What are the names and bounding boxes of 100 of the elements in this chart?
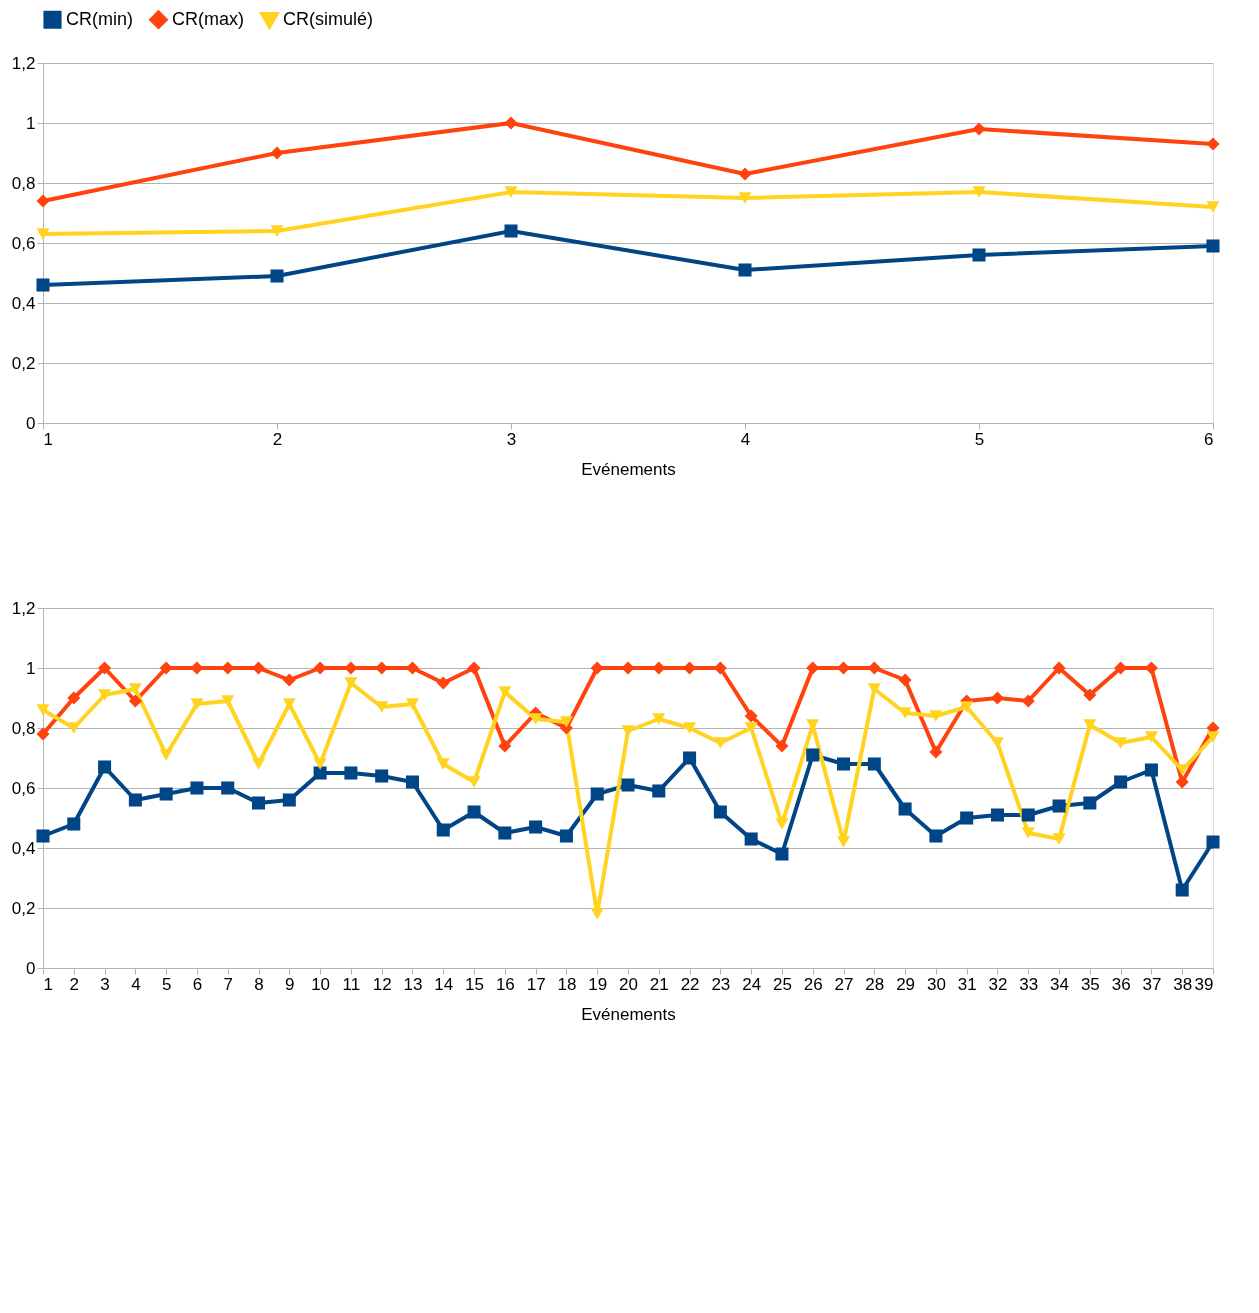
x-tick-label: 26 (803, 974, 823, 994)
x-tick-label: 33 (1019, 974, 1039, 994)
point (960, 811, 974, 825)
y-tick-label: 0,2 (11, 898, 36, 918)
point (972, 248, 986, 262)
point (621, 725, 635, 737)
x-tick-label: 38 (1173, 974, 1193, 994)
point (98, 689, 112, 701)
point (1021, 694, 1035, 708)
point (621, 778, 635, 792)
point (405, 775, 419, 789)
x-tick-label: 3 (506, 429, 517, 449)
point (559, 716, 573, 728)
point (467, 776, 481, 788)
y-tick-label: 1,2 (11, 53, 36, 73)
point (270, 146, 284, 160)
x-tick-label: 4 (131, 974, 141, 994)
x-tick-label: 1 (43, 974, 53, 994)
point (36, 727, 50, 741)
point (375, 701, 389, 713)
point (929, 710, 943, 722)
point (436, 758, 450, 770)
x-tick-label: 5 (974, 429, 985, 449)
x-tick-label: 6 (1204, 429, 1214, 449)
x-tick-label: 23 (711, 974, 731, 994)
x-tick-label: 28 (865, 974, 885, 994)
point (652, 784, 666, 798)
point (960, 701, 974, 713)
point (590, 787, 604, 801)
x-tick-label: 10 (311, 974, 331, 994)
point (738, 192, 752, 204)
x-tick-label: 7 (223, 974, 233, 994)
point (36, 278, 50, 292)
point (405, 698, 419, 710)
point (738, 167, 752, 181)
point (190, 698, 204, 710)
point (652, 661, 666, 675)
point (1175, 764, 1189, 776)
point (972, 122, 986, 136)
x-tick-label: 8 (254, 974, 264, 994)
point (1206, 137, 1220, 151)
x-tick-label: 9 (285, 974, 295, 994)
point (190, 781, 204, 795)
point (128, 683, 142, 695)
point (744, 832, 758, 846)
x-tick-label: 31 (957, 974, 977, 994)
point (1206, 239, 1220, 253)
x-tick-label: 4 (740, 429, 751, 449)
x-tick-label: 36 (1111, 974, 1131, 994)
y-tick-label: 0,6 (11, 778, 36, 798)
point (1175, 883, 1189, 897)
point (867, 757, 881, 771)
y-tick-label: 0,2 (11, 353, 36, 373)
point (837, 836, 851, 848)
x-tick-label: 22 (680, 974, 700, 994)
point (67, 722, 81, 734)
x-tick-label: 25 (772, 974, 792, 994)
x-tick-label: 17 (526, 974, 546, 994)
x-tick-label: 3 (100, 974, 110, 994)
y-tick-label: 0 (26, 413, 36, 433)
point (36, 704, 50, 716)
point (270, 269, 284, 283)
point (972, 186, 986, 198)
point (159, 787, 173, 801)
point (1021, 808, 1035, 822)
point (1144, 731, 1158, 743)
point (713, 737, 727, 749)
point (252, 758, 266, 770)
y-tick-label: 1 (26, 658, 36, 678)
point (270, 225, 284, 237)
x-axis-title: Evénements (581, 1004, 676, 1024)
point (713, 805, 727, 819)
x-tick-label: 11 (342, 974, 361, 994)
point (898, 802, 912, 816)
point (738, 263, 752, 277)
x-tick-label: 32 (988, 974, 1008, 994)
point (1114, 775, 1128, 789)
x-tick-label: 34 (1050, 974, 1070, 994)
legend-label: CR(max) (172, 8, 244, 29)
x-tick-label: 24 (742, 974, 762, 994)
point (621, 661, 635, 675)
point (282, 673, 296, 687)
point (559, 829, 573, 843)
point (344, 677, 358, 689)
point (990, 737, 1004, 749)
point (1083, 796, 1097, 810)
point (221, 781, 235, 795)
point (1083, 688, 1097, 702)
point (128, 793, 142, 807)
point (36, 829, 50, 843)
point (1206, 201, 1220, 213)
y-tick-label: 1 (26, 113, 36, 133)
x-tick-label: 29 (896, 974, 916, 994)
point (1175, 775, 1189, 789)
point (498, 739, 512, 753)
x-tick-label: 14 (434, 974, 454, 994)
point (744, 709, 758, 723)
x-tick-label: 37 (1142, 974, 1162, 994)
point (744, 722, 758, 734)
y-tick-label: 0 (26, 958, 36, 978)
